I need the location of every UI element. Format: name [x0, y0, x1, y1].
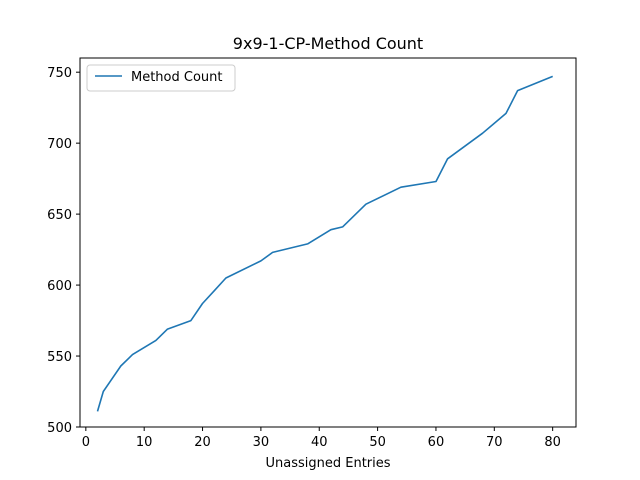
- data-point: [342, 226, 343, 227]
- data-point: [97, 411, 98, 412]
- data-point: [272, 252, 273, 253]
- y-tick-label: 750: [47, 66, 72, 81]
- data-point: [517, 90, 518, 91]
- x-axis-label: Unassigned Entries: [265, 456, 390, 471]
- data-point: [365, 204, 366, 205]
- data-point: [447, 158, 448, 159]
- data-point: [103, 391, 104, 392]
- x-tick-label: 60: [428, 435, 445, 450]
- legend-box: [86, 64, 236, 92]
- y-axis: 500 550 600 650 700 750: [47, 66, 80, 436]
- y-tick-label: 500: [47, 421, 72, 436]
- x-tick-label: 50: [369, 435, 386, 450]
- x-tick-label: 10: [136, 435, 153, 450]
- data-point: [167, 329, 168, 330]
- y-tick-label: 550: [47, 350, 72, 365]
- series-layer: [96, 75, 554, 412]
- y-tick-label: 700: [47, 137, 72, 152]
- x-tick-label: 80: [544, 435, 561, 450]
- data-point: [400, 187, 401, 188]
- data-point: [214, 290, 215, 291]
- series-line-method-count: [96, 75, 554, 412]
- data-point: [132, 354, 133, 355]
- data-point: [552, 76, 553, 77]
- data-point: [330, 229, 331, 230]
- data-point: [155, 340, 156, 341]
- x-tick-label: 70: [486, 435, 503, 450]
- data-point: [307, 243, 308, 244]
- y-tick-label: 650: [47, 208, 72, 223]
- data-point: [482, 133, 483, 134]
- x-tick-label: 30: [253, 435, 270, 450]
- x-tick-label: 40: [311, 435, 328, 450]
- plot-area: [79, 57, 577, 428]
- y-tick-label: 600: [47, 279, 72, 294]
- legend-label-method-count: Method Count: [131, 70, 223, 85]
- x-tick-label: 20: [194, 435, 211, 450]
- legend: Method Count: [86, 64, 236, 92]
- data-point: [225, 277, 226, 278]
- x-tick-label: 0: [82, 435, 90, 450]
- data-point: [505, 113, 506, 114]
- data-point: [260, 260, 261, 261]
- data-point: [190, 320, 191, 321]
- data-point: [120, 365, 121, 366]
- chart-title: 9x9-1-CP-Method Count: [233, 34, 423, 53]
- x-axis: 0 10 20 30 40 50 60 70 80: [82, 427, 561, 450]
- data-point: [435, 181, 436, 182]
- data-point: [202, 303, 203, 304]
